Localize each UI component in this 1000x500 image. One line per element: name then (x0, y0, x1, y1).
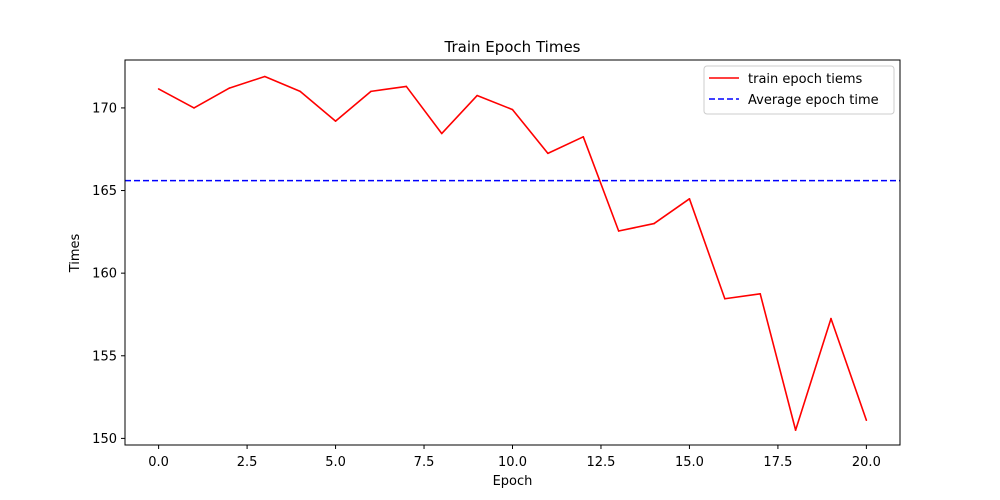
x-tick-label: 0.0 (148, 455, 169, 470)
legend-label-average-epoch-time: Average epoch time (748, 93, 879, 108)
x-axis-title: Epoch (493, 474, 533, 489)
data-point (476, 94, 478, 97)
y-tick-label: 155 (92, 349, 117, 364)
x-tick-label: 10.0 (498, 455, 527, 470)
data-point (370, 90, 372, 93)
data-point (582, 136, 585, 138)
legend: train epoch tiems Average epoch time (703, 65, 895, 115)
legend-label-train-epoch-times: train epoch tiems (748, 72, 862, 87)
x-tick-label: 20.0 (852, 455, 881, 470)
x-tick-label: 2.5 (237, 455, 258, 470)
x-tick-label: 15.0 (675, 455, 704, 470)
data-point (759, 293, 762, 295)
x-axis: 0.0 2.5 5.0 7.5 10.0 12.5 15.0 17.5 20.0 (148, 445, 881, 470)
data-point (299, 90, 301, 93)
data-point (547, 152, 549, 155)
x-tick-label: 17.5 (763, 455, 792, 470)
data-point (511, 108, 514, 111)
data-point (157, 88, 160, 90)
chart-title: Train Epoch Times (444, 38, 581, 56)
data-point (617, 230, 620, 232)
data-point (653, 222, 655, 225)
y-axis: 150 155 160 165 170 (92, 101, 125, 447)
data-point (688, 197, 691, 200)
y-tick-label: 160 (92, 267, 117, 282)
y-axis-title: Times (68, 233, 83, 273)
x-tick-label: 7.5 (414, 455, 435, 470)
data-point (263, 75, 266, 78)
data-point (724, 297, 726, 300)
y-tick-label: 170 (92, 101, 117, 116)
data-point (440, 132, 443, 135)
data-point (228, 87, 231, 89)
data-point (865, 419, 868, 422)
data-point (405, 85, 408, 88)
data-point (794, 429, 797, 431)
data-point (334, 120, 337, 122)
legend-box (703, 65, 895, 115)
y-tick-label: 165 (92, 184, 117, 199)
data-point (193, 107, 195, 109)
data-point (830, 317, 832, 320)
x-tick-label: 12.5 (586, 455, 615, 470)
y-tick-label: 150 (92, 432, 117, 447)
x-tick-label: 5.0 (325, 455, 346, 470)
